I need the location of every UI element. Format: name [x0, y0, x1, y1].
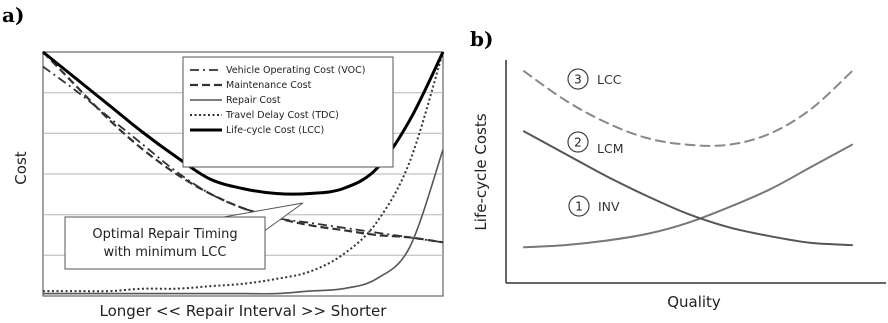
inv-label: INV [598, 199, 620, 214]
panel-a-y-axis-title: Cost [12, 151, 30, 184]
curve-label-inv: 1 INV [568, 195, 620, 217]
panel-a-series-3 [43, 51, 444, 293]
lcm-number-circle [567, 131, 589, 153]
lcc-number-circle [567, 68, 589, 90]
panel-a-legend-box [182, 56, 394, 168]
panel-b-y-axis-title: Life-cycle Costs [472, 113, 490, 230]
panel-a-series-1 [42, 51, 444, 244]
curve-label-lcm: 2 LCM [567, 131, 623, 156]
panel-a-series-4 [42, 50, 445, 196]
callout-line-2: with minimum LCC [104, 245, 227, 260]
curve-label-lcc: 3 LCC [567, 68, 622, 90]
panel-b-chart: 3 LCC 2 LCM 1 INV Life-cycle Costs Quali… [472, 60, 886, 311]
panel-b-label: b) [470, 27, 493, 51]
panel-a-x-axis-title: Longer << Repair Interval >> Shorter [100, 302, 388, 320]
lcc-label: LCC [597, 72, 622, 87]
callout-joint-mask [216, 219, 264, 232]
panel-b-series-1 [523, 130, 853, 247]
panel-a-series-0 [42, 65, 444, 244]
panel-a-label: a) [2, 3, 24, 27]
panel-a-legend: Vehicle Operating Cost (VOC) Maintenance… [182, 56, 394, 168]
panel-b-series-2 [523, 70, 853, 147]
panel-a-curves [42, 50, 445, 295]
panel-b-series-0 [523, 143, 853, 249]
lcc-number: 3 [574, 73, 582, 87]
callout-line-1: Optimal Repair Timing [92, 227, 237, 242]
legend-tdc-label: Travel Delay Cost (TDC) [225, 110, 339, 121]
inv-number-circle [568, 195, 590, 217]
panel-a-series-2 [42, 149, 444, 295]
optimal-timing-callout: Optimal Repair Timing with minimum LCC [64, 202, 304, 270]
panel-b-curves [523, 70, 853, 249]
panel-a-chart: Vehicle Operating Cost (VOC) Maintenance… [12, 50, 445, 320]
lcm-number: 2 [574, 136, 582, 150]
panel-b-x-axis-title: Quality [667, 293, 721, 311]
legend-maintenance-label: Maintenance Cost [226, 80, 312, 91]
legend-lcc-label: Life-cycle Cost (LCC) [226, 125, 324, 136]
inv-number: 1 [575, 200, 583, 214]
legend-voc-label: Vehicle Operating Cost (VOC) [226, 65, 366, 76]
legend-repair-label: Repair Cost [226, 95, 281, 106]
lcm-label: LCM [597, 141, 623, 156]
